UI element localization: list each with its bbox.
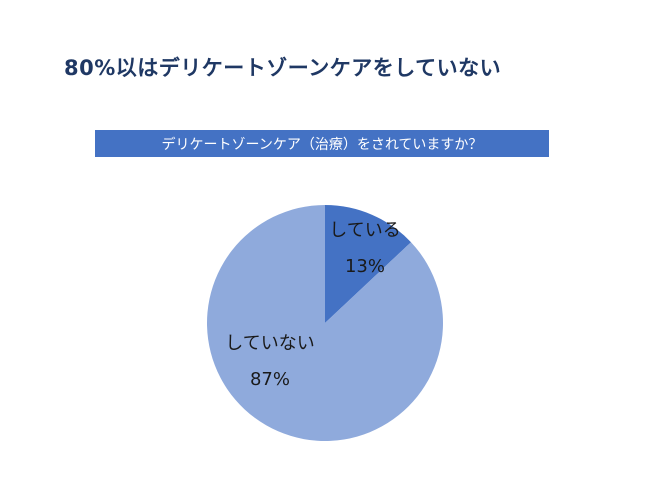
pie-slice-していない (207, 205, 444, 441)
chart-title-banner: デリケートゾーンケア（治療）をされていますか？ (95, 130, 549, 157)
slice-percent: 13% (344, 256, 385, 277)
pie-chart: している 13% していない 87% (0, 170, 650, 470)
slice-name: している (329, 220, 401, 241)
slice-label-shiteiru: している 13% (300, 222, 430, 276)
pie-chart-svg (207, 205, 444, 441)
slice-percent: 87% (249, 369, 290, 390)
page-title: 80%以はデリケートゾーンケアをしていない (64, 56, 502, 80)
pie-slice-している (325, 205, 412, 323)
slice-label-shiteinai: していない 87% (205, 335, 335, 389)
chart-title-text: デリケートゾーンケア（治療）をされていますか？ (161, 136, 483, 153)
slice-name: していない (225, 333, 315, 354)
